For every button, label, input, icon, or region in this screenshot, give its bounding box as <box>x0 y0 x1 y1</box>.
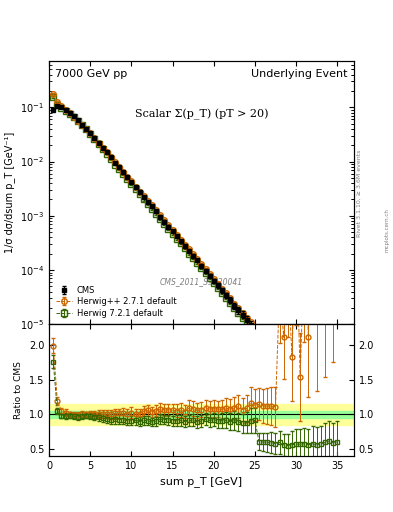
Y-axis label: Ratio to CMS: Ratio to CMS <box>14 361 23 419</box>
Text: mcplots.cern.ch: mcplots.cern.ch <box>385 208 389 252</box>
Text: Rivet 3.1.10, ≥ 3.6M events: Rivet 3.1.10, ≥ 3.6M events <box>357 149 362 237</box>
Text: Underlying Event: Underlying Event <box>251 69 348 79</box>
Y-axis label: 1/σ dσ/dsum p_T [GeV⁻¹]: 1/σ dσ/dsum p_T [GeV⁻¹] <box>4 132 15 253</box>
Text: CMS_2011_S9120041: CMS_2011_S9120041 <box>160 277 243 286</box>
Legend: CMS, Herwig++ 2.7.1 default, Herwig 7.2.1 default: CMS, Herwig++ 2.7.1 default, Herwig 7.2.… <box>53 283 179 320</box>
X-axis label: sum p_T [GeV]: sum p_T [GeV] <box>160 476 242 487</box>
Text: Scalar Σ(p_T) (pT > 20): Scalar Σ(p_T) (pT > 20) <box>135 109 268 120</box>
Text: 7000 GeV pp: 7000 GeV pp <box>55 69 127 79</box>
